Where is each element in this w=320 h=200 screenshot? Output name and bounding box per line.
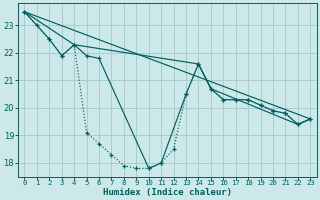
X-axis label: Humidex (Indice chaleur): Humidex (Indice chaleur) [103,188,232,197]
